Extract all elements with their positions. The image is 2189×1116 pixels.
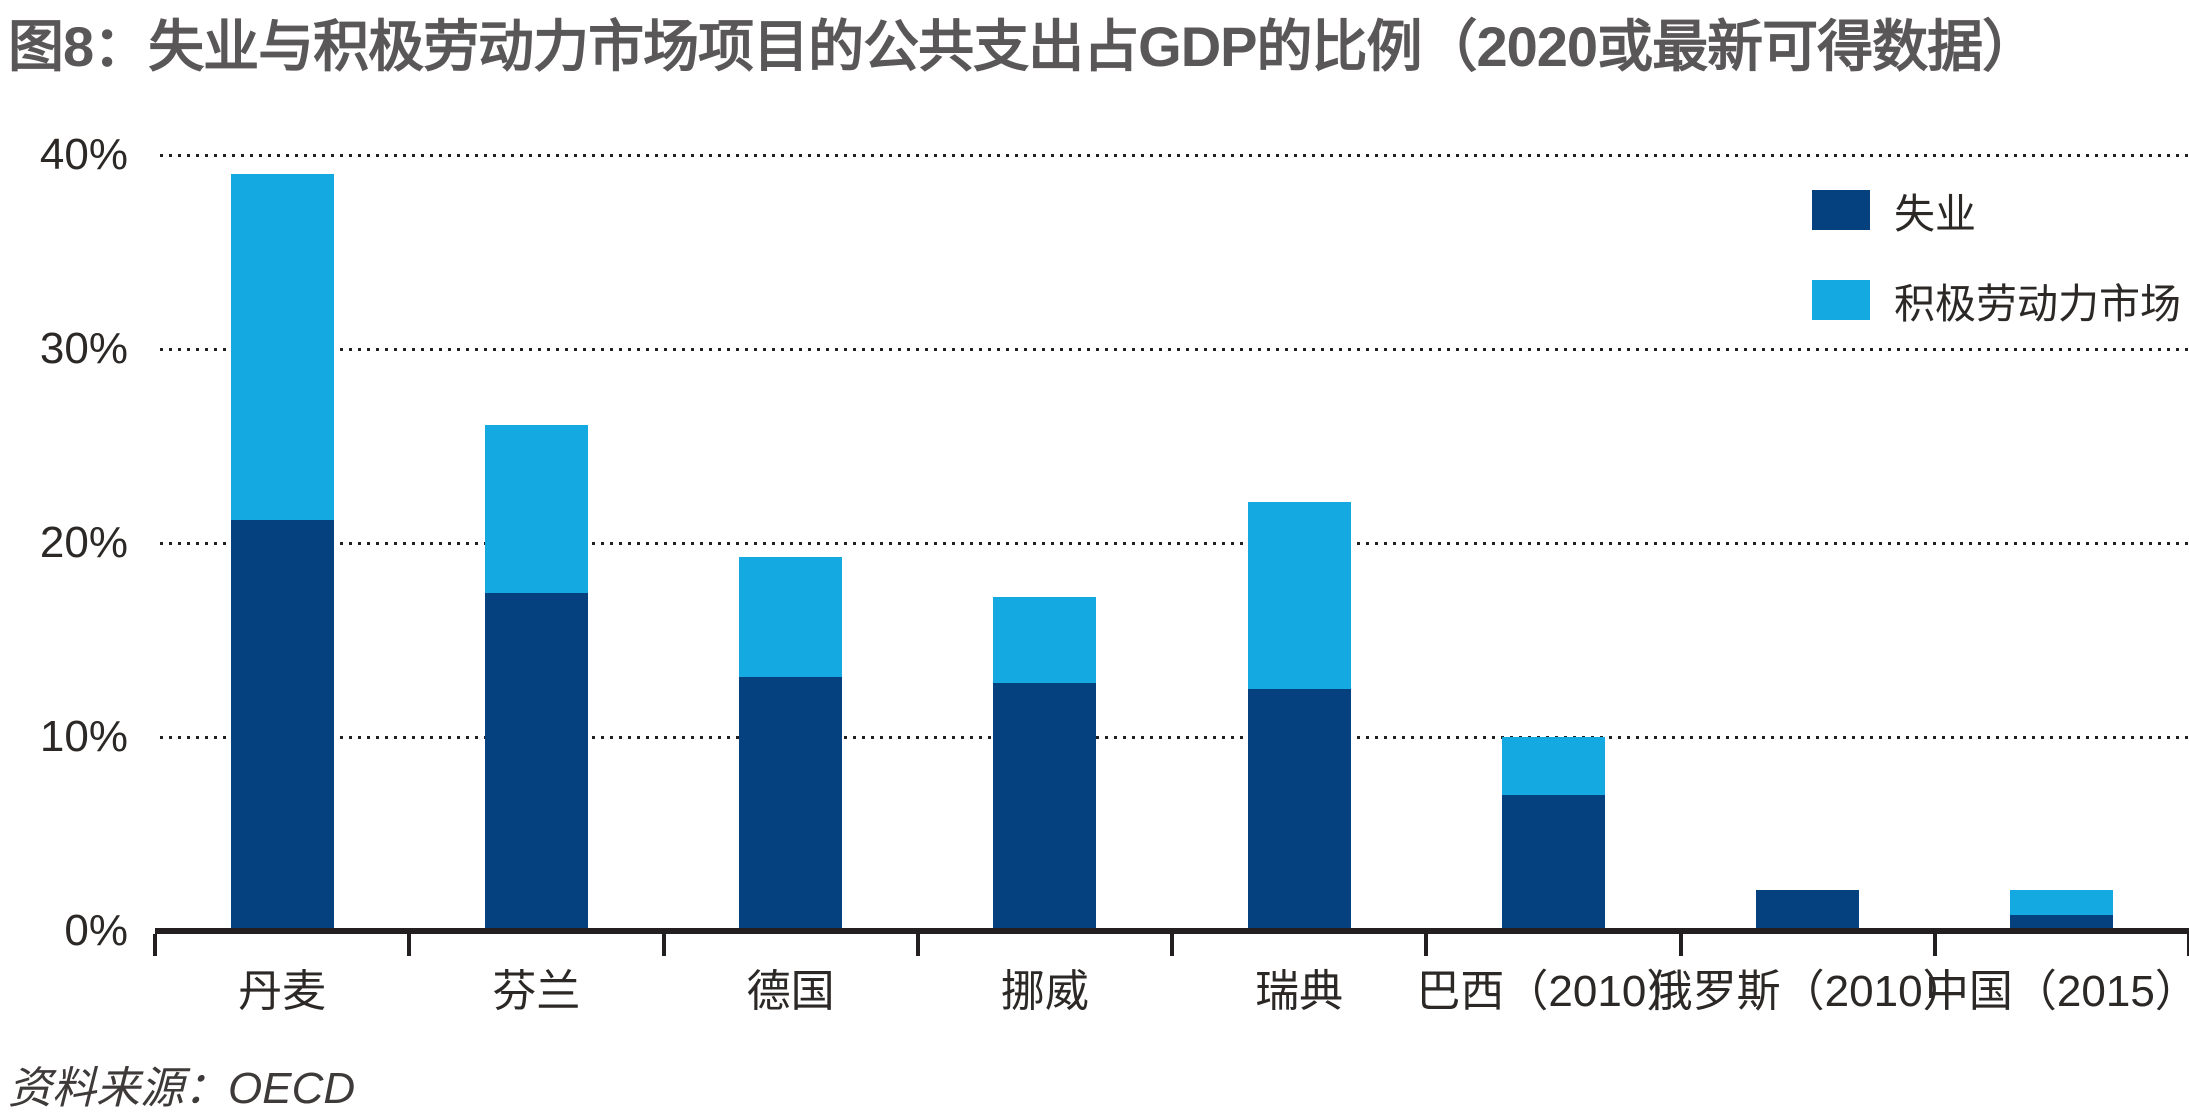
bar-group: 巴西（2010） — [1416, 155, 1690, 1016]
chart-title: 图8：失业与积极劳动力市场项目的公共支出占GDP的比例（2020或最新可得数据） — [8, 15, 2038, 78]
bar-segment-almp — [993, 597, 1097, 683]
stacked-bar — [484, 424, 588, 931]
bar-segment-almp — [230, 174, 334, 520]
x-axis-label: 瑞典 — [1255, 967, 1344, 1016]
bar-segment-unemployment — [230, 519, 334, 931]
gridline — [160, 736, 2189, 739]
bar-group: 俄罗斯（2010） — [1649, 155, 1967, 1016]
x-axis-label: 芬兰 — [492, 967, 581, 1016]
legend: 失业 积极劳动力市场 — [1812, 180, 2181, 330]
legend-item-unemployment: 失业 — [1812, 180, 2181, 240]
legend-label-almp: 积极劳动力市场 — [1894, 281, 2181, 327]
gridline — [160, 154, 2189, 157]
bar-segment-unemployment — [1756, 890, 1860, 931]
x-axis-label: 巴西（2010） — [1416, 967, 1691, 1016]
plot-area: 丹麦 芬兰 德国 挪威 瑞典 巴西（2010） 俄罗斯（2010） 中国（2015） — [155, 155, 2189, 1016]
bar-segment-unemployment — [1247, 688, 1351, 931]
bar-group: 芬兰 — [409, 155, 663, 1016]
bar-segment-unemployment — [993, 682, 1097, 931]
x-axis-tick — [1932, 934, 1937, 956]
x-axis-label: 挪威 — [1000, 967, 1089, 1016]
y-tick-label: 20% — [39, 518, 128, 567]
legend-label-unemployment: 失业 — [1894, 191, 1976, 237]
x-axis-line — [155, 928, 2189, 934]
legend-item-almp: 积极劳动力市场 — [1812, 270, 2181, 330]
bar-segment-almp — [1501, 737, 1605, 796]
stacked-bar — [1501, 737, 1605, 931]
bar-group: 挪威 — [918, 155, 1172, 1016]
stacked-bar — [1756, 890, 1860, 931]
x-axis-tick — [1424, 934, 1429, 956]
legend-swatch-unemployment-icon — [1812, 190, 1870, 230]
y-tick-label: 30% — [39, 324, 128, 373]
bar-segment-almp — [2010, 890, 2114, 916]
y-tick-label: 40% — [39, 130, 128, 179]
stacked-bar — [230, 174, 334, 931]
legend-swatch-almp-icon — [1812, 280, 1870, 320]
bar-segment-unemployment — [739, 676, 843, 931]
stacked-bar — [1247, 502, 1351, 931]
x-axis-label: 中国（2015） — [1924, 967, 2189, 1016]
bar-group: 中国（2015） — [1925, 155, 2189, 1016]
x-axis-label: 丹麦 — [238, 967, 327, 1016]
x-axis-tick — [915, 934, 920, 956]
x-axis-label: 俄罗斯（2010） — [1648, 967, 1967, 1016]
x-axis-tick — [2187, 934, 2189, 956]
bar-group: 丹麦 — [155, 155, 409, 1016]
bar-segment-unemployment — [484, 593, 588, 931]
bar-group: 瑞典 — [1172, 155, 1426, 1016]
x-axis-tick — [407, 934, 412, 956]
source-note: 资料来源：OECD — [8, 1064, 356, 1113]
gridline — [160, 348, 2189, 351]
bar-segment-almp — [484, 424, 588, 594]
x-axis-tick — [1678, 934, 1683, 956]
gridline — [160, 542, 2189, 545]
x-axis-label: 德国 — [746, 967, 835, 1016]
x-axis-tick — [1170, 934, 1174, 956]
y-tick-label: 10% — [39, 712, 128, 761]
bar-segment-almp — [739, 556, 843, 677]
x-axis-tick — [153, 934, 157, 956]
bar-segment-almp — [1247, 502, 1351, 689]
y-tick-label: 0% — [64, 906, 128, 955]
bar-group: 德国 — [664, 155, 918, 1016]
bar-segment-unemployment — [1501, 795, 1605, 931]
stacked-bar — [993, 597, 1097, 931]
bar-segment-unemployment — [2010, 915, 2114, 931]
stacked-bar — [739, 556, 843, 931]
x-axis-tick — [661, 934, 666, 956]
stacked-bar — [2010, 890, 2114, 931]
